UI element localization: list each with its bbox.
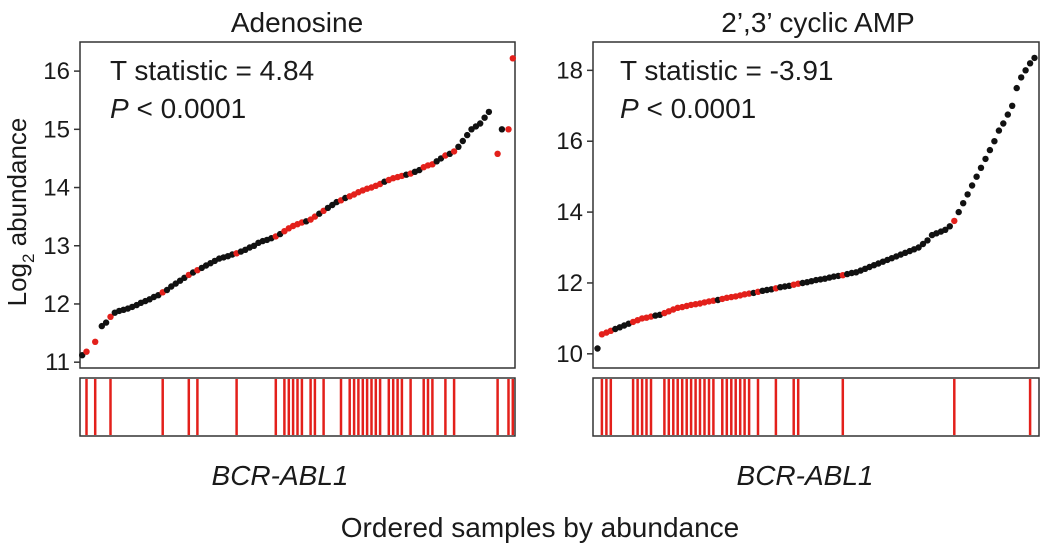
- t-statistic-label: T statistic = 4.84: [110, 55, 314, 86]
- y-tick-label: 14: [43, 175, 70, 202]
- y-axis-label: Log2 abundance: [2, 118, 38, 307]
- mutation-strip: [85, 379, 515, 435]
- data-point: [83, 348, 90, 355]
- data-point: [995, 127, 1003, 134]
- y-axis-ticks: 10 12 14 16 18: [556, 57, 593, 368]
- data-point: [79, 352, 86, 359]
- data-point: [485, 108, 493, 116]
- scatter-frame: [592, 41, 1040, 369]
- panel-cyclic-amp: 2’,3’ cyclic AMP T statistic = -3.91 P <…: [556, 7, 1040, 491]
- y-tick-label: 12: [556, 270, 583, 297]
- t-statistic-label: T statistic = -3.91: [620, 55, 833, 86]
- data-point: [464, 131, 471, 139]
- data-point: [915, 244, 922, 251]
- data-point: [459, 137, 466, 145]
- data-point: [107, 313, 114, 320]
- data-point: [942, 226, 949, 233]
- mutation-strip: [600, 379, 1032, 435]
- data-point: [1000, 120, 1007, 127]
- data-point: [481, 114, 488, 121]
- data-point: [1004, 111, 1011, 118]
- data-point: [955, 208, 962, 216]
- panel-title: 2’,3’ cyclic AMP: [721, 7, 914, 38]
- data-point: [1018, 74, 1025, 81]
- data-point: [1026, 60, 1034, 67]
- y-tick-label: 10: [556, 341, 583, 368]
- data-point: [991, 138, 998, 145]
- data-point: [1031, 54, 1038, 62]
- data-point: [1009, 102, 1016, 110]
- data-point: [509, 55, 516, 62]
- data-point: [102, 319, 110, 326]
- data-point: [960, 200, 967, 207]
- data-point: [986, 146, 994, 154]
- scatter-points: [79, 55, 516, 359]
- data-point: [455, 143, 462, 150]
- y-tick-label: 11: [45, 349, 70, 376]
- p-value-label: P < 0.0001: [620, 93, 756, 124]
- data-point: [92, 338, 99, 345]
- scatter-points: [594, 54, 1038, 352]
- data-point: [968, 182, 976, 189]
- data-point: [498, 126, 506, 133]
- data-point: [1013, 84, 1020, 92]
- data-point: [477, 120, 484, 127]
- data-point: [163, 286, 171, 294]
- y-tick-label: 18: [556, 57, 583, 84]
- data-point: [919, 240, 927, 248]
- data-point: [505, 126, 512, 133]
- y-tick-label: 15: [43, 116, 70, 143]
- scatter-frame: [79, 41, 516, 369]
- data-point: [450, 148, 458, 155]
- mutation-strip-frame: [592, 377, 1040, 437]
- data-point: [951, 217, 958, 225]
- panel-adenosine: Adenosine T statistic = 4.84 P < 0.0001 …: [43, 7, 516, 491]
- data-point: [494, 150, 501, 157]
- data-point: [98, 322, 106, 330]
- panel-title: Adenosine: [231, 7, 363, 38]
- y-axis-ticks: 11 12 13 14 15 16: [43, 58, 80, 376]
- data-point: [964, 191, 971, 198]
- data-point: [977, 164, 985, 171]
- y-tick-label: 14: [556, 199, 583, 226]
- y-tick-label: 13: [43, 233, 70, 260]
- x-axis-label: Ordered samples by abundance: [341, 512, 739, 543]
- y-tick-label: 12: [43, 291, 70, 318]
- y-tick-label: 16: [43, 58, 70, 85]
- y-tick-label: 16: [556, 128, 583, 155]
- strip-label: BCR-ABL1: [737, 460, 874, 491]
- data-point: [973, 173, 980, 180]
- data-point: [924, 237, 931, 244]
- data-point: [1022, 67, 1029, 74]
- mutation-strip-frame: [79, 377, 516, 437]
- data-point: [594, 345, 601, 352]
- p-value-label: P < 0.0001: [110, 93, 246, 124]
- data-point: [946, 223, 953, 230]
- strip-label: BCR-ABL1: [212, 460, 349, 491]
- data-point: [982, 155, 989, 163]
